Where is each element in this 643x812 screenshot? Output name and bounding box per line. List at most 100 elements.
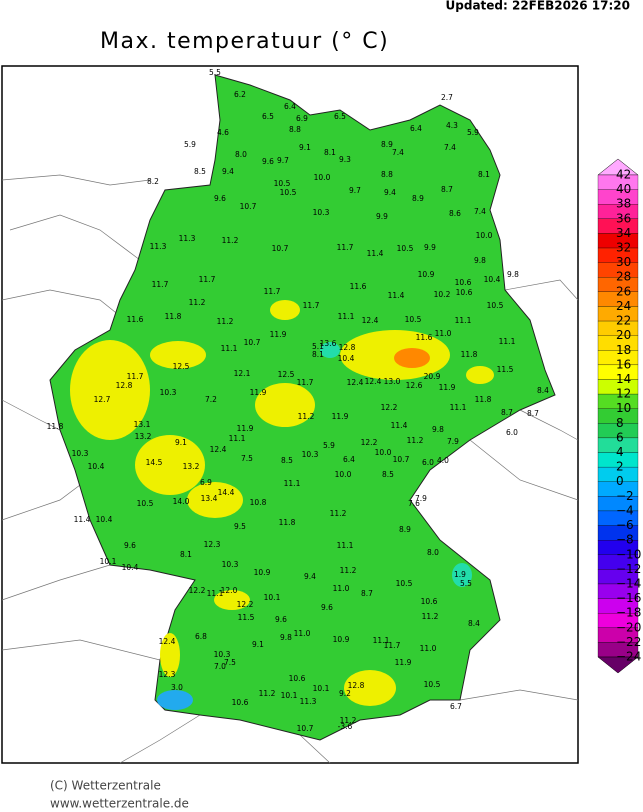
- station-value: 5.5: [209, 68, 221, 77]
- station-value: 11.3: [300, 697, 317, 706]
- station-value: 10.4: [484, 275, 501, 284]
- station-value: 1.9: [454, 570, 466, 579]
- station-value: 11.7: [297, 378, 314, 387]
- station-value: 10.7: [297, 724, 314, 733]
- station-value: 11.1: [337, 541, 354, 550]
- station-value: 12.2: [361, 438, 378, 447]
- station-value: 11.1: [455, 316, 472, 325]
- station-value: 9.8: [432, 425, 444, 434]
- station-value: 11.1: [499, 337, 516, 346]
- station-value: 13.1: [134, 420, 151, 429]
- station-value: 10.6: [421, 597, 438, 606]
- station-value: 9.9: [424, 243, 436, 252]
- station-value: 11.1: [221, 344, 238, 353]
- colorbar-label: 16: [616, 357, 631, 371]
- station-value: 8.1: [478, 170, 490, 179]
- station-value: 5.9: [323, 441, 335, 450]
- station-value: 5.9: [467, 128, 479, 137]
- station-value: 8.4: [537, 386, 549, 395]
- station-value: 11.9: [250, 388, 267, 397]
- station-value: 9.4: [304, 572, 316, 581]
- station-value: 7.5: [224, 658, 236, 667]
- station-value: 9.6: [124, 541, 136, 550]
- station-value: 9.6: [275, 615, 287, 624]
- station-value: 11.5: [238, 613, 255, 622]
- station-value: 11.0: [333, 584, 350, 593]
- station-value: 11.8: [47, 422, 64, 431]
- station-value: 10.1: [281, 691, 298, 700]
- station-value: 8.7: [501, 408, 513, 417]
- colorbar-label: −24: [616, 650, 641, 664]
- station-value: 11.2: [340, 716, 357, 725]
- station-value: 9.1: [252, 640, 264, 649]
- colorbar-label: 10: [616, 401, 631, 415]
- colorbar-label: −20: [616, 620, 641, 634]
- colorbar-label: 40: [616, 182, 631, 196]
- station-value: 13.6: [320, 339, 337, 348]
- station-value: 10.9: [333, 635, 350, 644]
- station-value: 10.3: [72, 449, 89, 458]
- station-value: 11.6: [350, 282, 367, 291]
- station-value: 13.4: [201, 494, 218, 503]
- station-value: 12.0: [221, 586, 238, 595]
- station-value: 8.9: [381, 140, 393, 149]
- station-value: 11.2: [222, 236, 239, 245]
- station-value: 11.2: [330, 509, 347, 518]
- station-value: 6.5: [262, 112, 274, 121]
- colorbar-label: 24: [616, 299, 631, 313]
- colorbar-label: −10: [616, 547, 641, 561]
- station-value: 12.8: [339, 343, 356, 352]
- station-value: 10.3: [214, 650, 231, 659]
- station-value: 10.8: [250, 498, 267, 507]
- station-value: 9.8: [280, 633, 292, 642]
- colorbar-label: 4: [616, 445, 624, 459]
- station-value: 10.6: [232, 698, 249, 707]
- colorbar-label: 30: [616, 255, 631, 269]
- station-value: 12.7: [94, 395, 111, 404]
- station-value: 12.6: [406, 381, 423, 390]
- colorbar-label: −22: [616, 635, 641, 649]
- station-value: 9.4: [384, 188, 396, 197]
- station-value: 9.8: [507, 270, 519, 279]
- station-value: 10.4: [338, 354, 355, 363]
- station-value: 6.9: [200, 478, 212, 487]
- station-value: 14.5: [146, 458, 163, 467]
- station-value: 8.1: [312, 350, 324, 359]
- station-value: 8.4: [468, 619, 480, 628]
- station-value: 8.2: [147, 177, 159, 186]
- station-value: 11.2: [298, 412, 315, 421]
- colorbar: 424038363432302826242220181614121086420−…: [597, 158, 641, 674]
- station-value: 11.7: [264, 287, 281, 296]
- colorbar-label: 18: [616, 343, 631, 357]
- station-value: 7.6: [408, 499, 420, 508]
- colorbar-label: −12: [616, 562, 641, 576]
- station-value: 8.6: [449, 209, 461, 218]
- station-value: 14.0: [173, 497, 190, 506]
- station-value: 8.7: [441, 185, 453, 194]
- colorbar-label: −6: [616, 518, 634, 532]
- station-value: 9.3: [339, 155, 351, 164]
- colorbar-label: 36: [616, 211, 631, 225]
- colorbar-label: 20: [616, 328, 631, 342]
- station-value: 11.7: [303, 301, 320, 310]
- colorbar-bottom: [597, 656, 639, 674]
- station-value: 6.4: [284, 102, 296, 111]
- colorbar-label: 34: [616, 226, 631, 240]
- station-value: 12.8: [116, 381, 133, 390]
- station-value: 9.8: [474, 256, 486, 265]
- station-value: 12.5: [278, 370, 295, 379]
- station-value: 11.9: [332, 412, 349, 421]
- station-value: 9.1: [299, 143, 311, 152]
- colorbar-label: −2: [616, 489, 634, 503]
- station-value: 12.3: [204, 540, 221, 549]
- station-value: 11.8: [165, 312, 182, 321]
- station-value: 9.6: [214, 194, 226, 203]
- station-value: 11.4: [74, 515, 91, 524]
- station-value: 11.2: [407, 436, 424, 445]
- station-value: 13.2: [183, 462, 200, 471]
- station-value: 12.5: [173, 362, 190, 371]
- station-value: 8.9: [399, 525, 411, 534]
- station-value: 14.4: [218, 488, 235, 497]
- station-value: 10.4: [122, 563, 139, 572]
- station-value: 9.2: [339, 689, 351, 698]
